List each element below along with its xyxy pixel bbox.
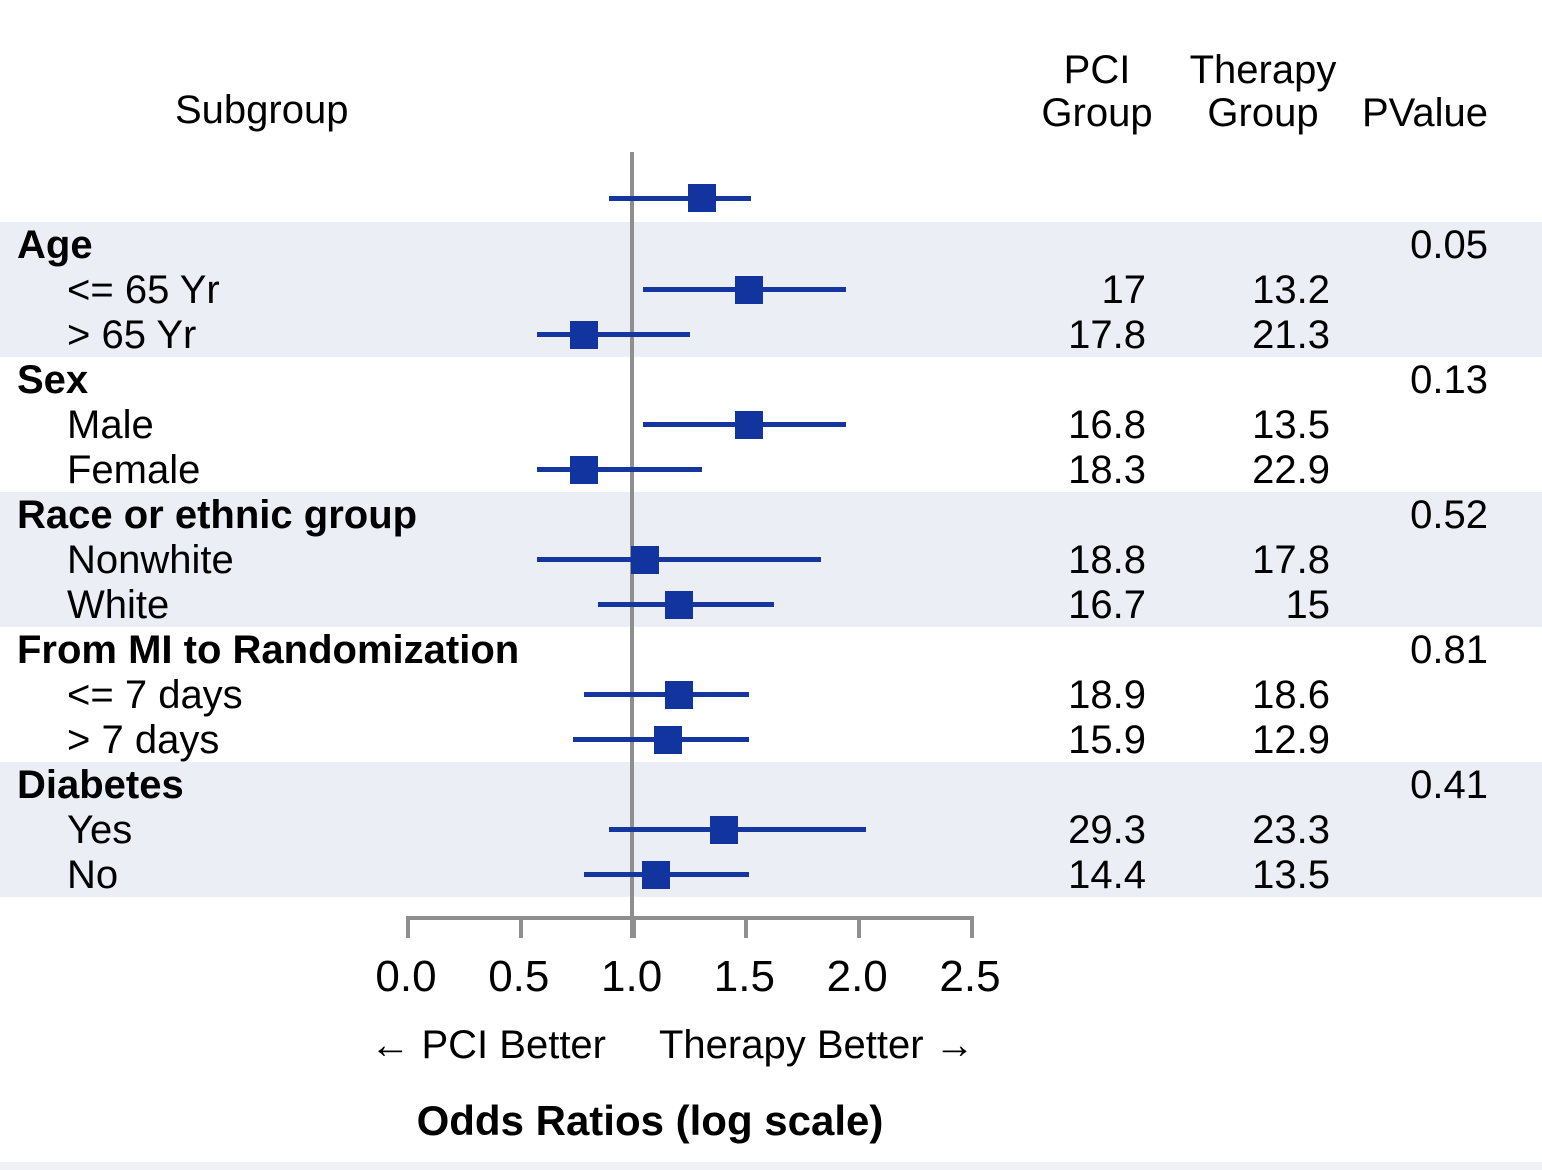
overall-marker (687, 184, 716, 212)
x-axis-tick (631, 916, 636, 938)
therapy-group-value: 13.5 (1252, 402, 1330, 447)
x-axis-tick (970, 916, 974, 938)
row-ci-line (536, 467, 702, 472)
row-ci-line (536, 332, 691, 337)
section-pvalue: 0.41 (1410, 762, 1488, 807)
pci-group-value: 18.9 (1068, 672, 1146, 717)
pci-group-value: 16.8 (1068, 402, 1146, 447)
therapy-group-value: 15 (1285, 582, 1331, 627)
subgroup-row-label: No (67, 852, 119, 897)
therapy-group-value: 23.3 (1252, 807, 1330, 852)
pci-group-value: 18.8 (1068, 537, 1146, 582)
section-pvalue: 0.81 (1410, 627, 1488, 672)
bottom-strip (0, 1162, 1542, 1170)
x-axis-tick (857, 916, 862, 938)
pci-group-value: 15.9 (1068, 717, 1146, 762)
pci-group-value: 17.8 (1068, 312, 1146, 357)
overall-ci-line (609, 195, 752, 201)
section-label: Diabetes (17, 762, 184, 807)
section-pvalue: 0.52 (1410, 492, 1488, 537)
row-marker (642, 860, 671, 889)
x-axis-tick-label: 2.0 (826, 952, 888, 1001)
pci-group-value: 18.3 (1068, 447, 1146, 492)
x-axis-tick-label: 1.0 (601, 952, 663, 1001)
pci-group-value: 14.4 (1068, 852, 1146, 897)
pci-group-value: 29.3 (1068, 807, 1146, 852)
row-marker (653, 725, 682, 754)
pci-group-value: 17 (1101, 267, 1147, 312)
section-label: From MI to Randomization (17, 627, 520, 672)
x-axis-tick (406, 916, 410, 938)
therapy-group-value: 17.8 (1252, 537, 1330, 582)
subgroup-row-label: White (67, 582, 170, 627)
x-axis-tick-label: 1.5 (713, 952, 775, 1001)
therapy-group-value: 22.9 (1252, 447, 1330, 492)
row-marker (734, 410, 763, 439)
subgroup-row-label: Nonwhite (67, 537, 234, 582)
row-marker (664, 590, 693, 619)
therapy-group-value: 13.5 (1252, 852, 1330, 897)
x-axis-tick (744, 916, 749, 938)
section-label: Sex (17, 357, 89, 402)
subgroup-row-label: Female (67, 447, 201, 492)
therapy-better-direction-label: Therapy Better → (659, 1023, 975, 1067)
reference-line (629, 152, 634, 938)
therapy-group-value: 21.3 (1252, 312, 1330, 357)
therapy-group-value: 12.9 (1252, 717, 1330, 762)
row-marker (570, 320, 599, 349)
pvalue-column-header: PValue (1361, 91, 1488, 135)
pci-group-column-header-line1: PCI (1063, 48, 1131, 92)
pci-group-value: 16.7 (1068, 582, 1146, 627)
subgroup-row-label: > 7 days (67, 717, 220, 762)
therapy-group-value: 18.6 (1252, 672, 1330, 717)
row-marker (631, 545, 660, 574)
row-marker (570, 455, 599, 484)
x-axis-tick (518, 916, 523, 938)
section-label: Age (17, 222, 93, 267)
x-axis-tick-label: 0.5 (488, 952, 550, 1001)
subgroup-row-label: Yes (67, 807, 133, 852)
x-axis-line (406, 916, 974, 920)
row-marker (710, 815, 739, 844)
subgroup-row-label: Male (67, 402, 154, 447)
therapy-group-column-header-line1: Therapy (1189, 48, 1337, 92)
section-pvalue: 0.13 (1410, 357, 1488, 402)
row-marker (664, 680, 693, 709)
subgroup-row-label: <= 7 days (67, 672, 243, 717)
row-marker (734, 275, 763, 304)
section-label: Race or ethnic group (17, 492, 418, 537)
subgroup-row-label: > 65 Yr (67, 312, 197, 357)
subgroup-column-header: Subgroup (175, 88, 349, 132)
pci-better-direction-label: ← PCI Better (370, 1023, 606, 1067)
row-ci-line (536, 557, 822, 562)
x-axis-tick-label: 2.5 (939, 952, 1001, 1001)
subgroup-row-label: <= 65 Yr (67, 267, 220, 312)
therapy-group-value: 13.2 (1252, 267, 1330, 312)
x-axis-title: Odds Ratios (log scale) (416, 1097, 884, 1144)
therapy-group-column-header-line2: Group (1207, 91, 1319, 135)
pci-group-column-header-line2: Group (1041, 91, 1153, 135)
x-axis-tick-label: 0.0 (375, 952, 437, 1001)
section-pvalue: 0.05 (1410, 222, 1488, 267)
